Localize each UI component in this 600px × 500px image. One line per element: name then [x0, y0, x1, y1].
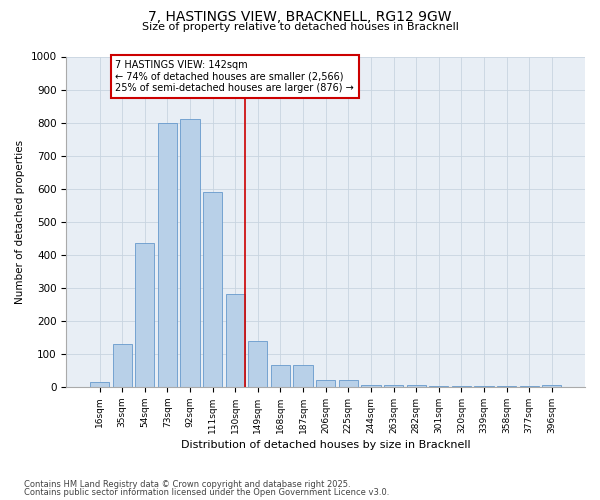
Text: Contains HM Land Registry data © Crown copyright and database right 2025.: Contains HM Land Registry data © Crown c…	[24, 480, 350, 489]
Text: 7 HASTINGS VIEW: 142sqm
← 74% of detached houses are smaller (2,566)
25% of semi: 7 HASTINGS VIEW: 142sqm ← 74% of detache…	[115, 60, 354, 93]
Bar	[203, 192, 222, 387]
Bar	[339, 380, 358, 387]
Bar	[316, 380, 335, 387]
Bar	[407, 386, 426, 387]
Y-axis label: Number of detached properties: Number of detached properties	[15, 140, 25, 304]
Bar	[90, 382, 109, 387]
Bar	[497, 386, 516, 387]
Bar	[226, 294, 245, 387]
Text: 7, HASTINGS VIEW, BRACKNELL, RG12 9GW: 7, HASTINGS VIEW, BRACKNELL, RG12 9GW	[148, 10, 452, 24]
Bar	[542, 386, 562, 387]
Bar	[135, 243, 154, 387]
Bar	[293, 366, 313, 387]
Bar	[384, 386, 403, 387]
Text: Contains public sector information licensed under the Open Government Licence v3: Contains public sector information licen…	[24, 488, 389, 497]
Bar	[475, 386, 494, 387]
Bar	[520, 386, 539, 387]
X-axis label: Distribution of detached houses by size in Bracknell: Distribution of detached houses by size …	[181, 440, 470, 450]
Bar	[271, 366, 290, 387]
Bar	[248, 340, 268, 387]
Bar	[361, 386, 380, 387]
Bar	[113, 344, 132, 387]
Text: Size of property relative to detached houses in Bracknell: Size of property relative to detached ho…	[142, 22, 458, 32]
Bar	[158, 122, 177, 387]
Bar	[452, 386, 471, 387]
Bar	[429, 386, 448, 387]
Bar	[181, 120, 200, 387]
